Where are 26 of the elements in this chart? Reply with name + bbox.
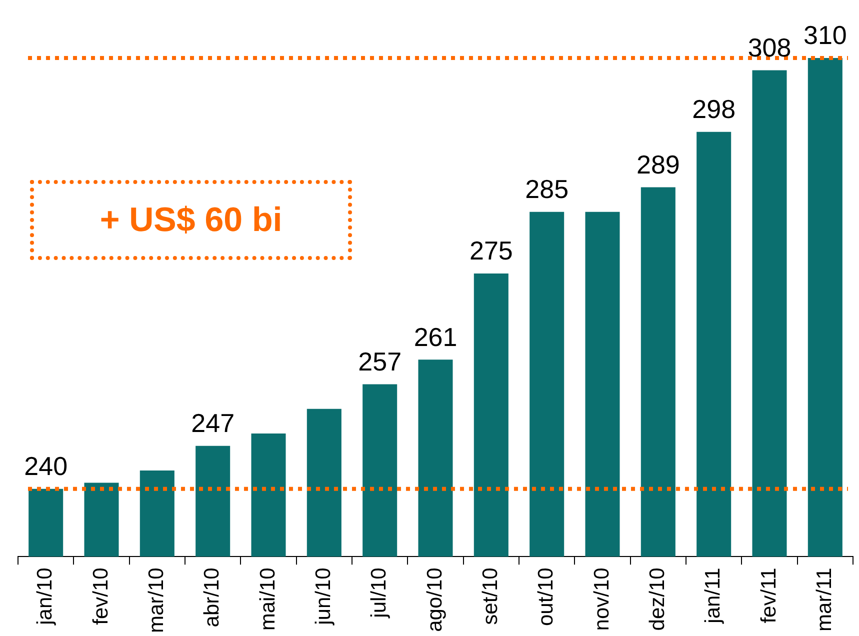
- x-tick-label: abr/10: [200, 568, 224, 628]
- x-tick-label: set/10: [478, 568, 502, 625]
- data-label: 240: [24, 451, 68, 482]
- data-label: 275: [469, 236, 513, 266]
- x-tick-label: mar/10: [144, 568, 168, 633]
- x-tick-label: jul/10: [368, 568, 391, 619]
- x-tick-label: mar/11: [812, 568, 836, 632]
- x-tick-label: dez/10: [646, 568, 669, 631]
- x-tick-label: fev/11: [757, 568, 780, 624]
- x-tick-label: fev/10: [89, 568, 112, 625]
- x-tick-label: nov/10: [590, 568, 614, 631]
- data-label: 285: [525, 174, 569, 204]
- x-tick-label: mai/10: [256, 568, 280, 631]
- x-tick-label: jun/10: [312, 568, 335, 626]
- data-label: 247: [191, 408, 235, 438]
- data-label: 298: [692, 94, 736, 124]
- x-tick-label: jan/11: [702, 568, 725, 624]
- annotation: + US$ 60 bi: [30, 180, 352, 260]
- x-tick-label: ago/10: [423, 568, 446, 632]
- x-tick-label: out/10: [534, 568, 558, 626]
- data-label: 289: [636, 149, 680, 180]
- data-label: 310: [803, 20, 847, 50]
- data-label: 308: [748, 32, 792, 62]
- data-label: 257: [358, 346, 402, 376]
- data-label: 261: [414, 322, 458, 352]
- x-tick-label: jan/10: [34, 568, 57, 626]
